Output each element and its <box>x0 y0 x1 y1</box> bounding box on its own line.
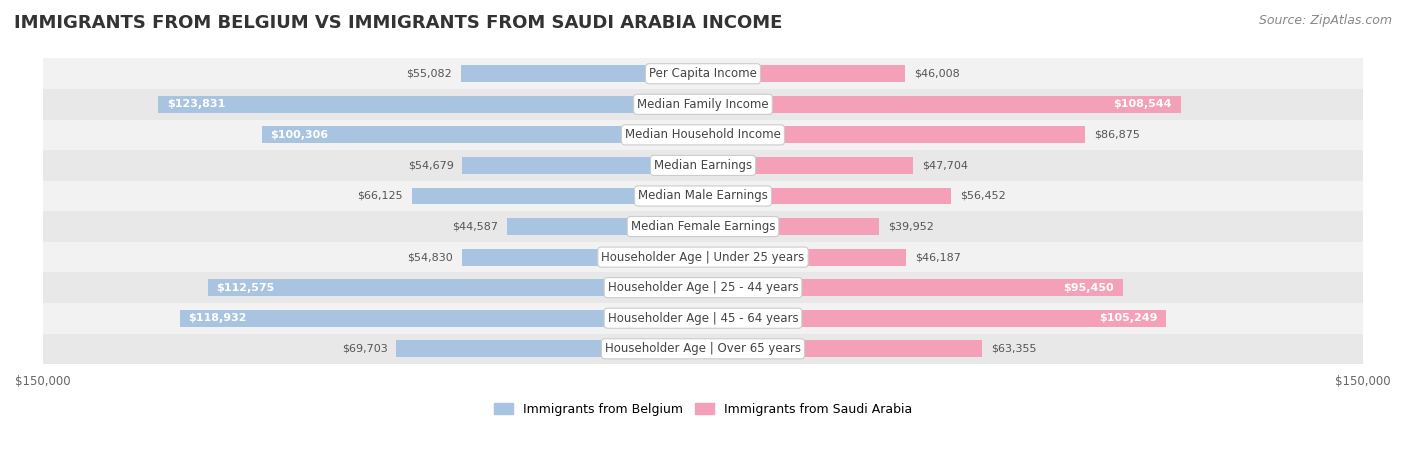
Text: $118,932: $118,932 <box>188 313 247 323</box>
Text: $56,452: $56,452 <box>960 191 1007 201</box>
Text: $105,249: $105,249 <box>1099 313 1157 323</box>
Bar <box>180 310 703 326</box>
Text: Householder Age | Under 25 years: Householder Age | Under 25 years <box>602 251 804 263</box>
Legend: Immigrants from Belgium, Immigrants from Saudi Arabia: Immigrants from Belgium, Immigrants from… <box>489 398 917 421</box>
Text: $69,703: $69,703 <box>342 344 388 354</box>
Text: Median Female Earnings: Median Female Earnings <box>631 220 775 233</box>
Bar <box>42 150 1364 181</box>
Text: Median Earnings: Median Earnings <box>654 159 752 172</box>
Text: $66,125: $66,125 <box>357 191 404 201</box>
Bar <box>703 340 981 357</box>
Bar <box>42 303 1364 333</box>
Bar <box>412 188 703 205</box>
Bar <box>703 96 1181 113</box>
Text: $112,575: $112,575 <box>217 283 274 293</box>
Bar <box>703 279 1123 296</box>
Bar <box>42 181 1364 211</box>
Text: $46,008: $46,008 <box>914 69 960 79</box>
Bar <box>262 127 703 143</box>
Text: Householder Age | 45 - 64 years: Householder Age | 45 - 64 years <box>607 312 799 325</box>
Bar <box>42 211 1364 242</box>
Text: $54,830: $54,830 <box>408 252 453 262</box>
Bar <box>461 249 703 266</box>
Text: $95,450: $95,450 <box>1064 283 1115 293</box>
Text: Per Capita Income: Per Capita Income <box>650 67 756 80</box>
Bar <box>506 218 703 235</box>
Bar <box>461 65 703 82</box>
Text: $47,704: $47,704 <box>922 161 967 170</box>
Bar <box>396 340 703 357</box>
Bar <box>463 157 703 174</box>
Bar <box>42 120 1364 150</box>
Text: Median Male Earnings: Median Male Earnings <box>638 190 768 203</box>
Bar <box>703 127 1085 143</box>
Text: $55,082: $55,082 <box>406 69 451 79</box>
Text: $54,679: $54,679 <box>408 161 454 170</box>
Bar <box>42 58 1364 89</box>
Bar <box>42 242 1364 272</box>
Bar <box>703 310 1166 326</box>
Bar <box>703 157 912 174</box>
Text: IMMIGRANTS FROM BELGIUM VS IMMIGRANTS FROM SAUDI ARABIA INCOME: IMMIGRANTS FROM BELGIUM VS IMMIGRANTS FR… <box>14 14 782 32</box>
Bar <box>42 272 1364 303</box>
Bar <box>703 188 952 205</box>
Text: Source: ZipAtlas.com: Source: ZipAtlas.com <box>1258 14 1392 27</box>
Text: $63,355: $63,355 <box>991 344 1036 354</box>
Text: $44,587: $44,587 <box>451 221 498 232</box>
Text: Householder Age | Over 65 years: Householder Age | Over 65 years <box>605 342 801 355</box>
Text: $108,544: $108,544 <box>1114 99 1173 109</box>
Bar <box>703 249 907 266</box>
Bar <box>703 218 879 235</box>
Bar <box>208 279 703 296</box>
Text: Householder Age | 25 - 44 years: Householder Age | 25 - 44 years <box>607 281 799 294</box>
Text: $123,831: $123,831 <box>167 99 225 109</box>
Bar <box>157 96 703 113</box>
Text: $100,306: $100,306 <box>270 130 329 140</box>
Text: Median Household Income: Median Household Income <box>626 128 780 142</box>
Text: Median Family Income: Median Family Income <box>637 98 769 111</box>
Bar <box>42 89 1364 120</box>
Text: $46,187: $46,187 <box>915 252 960 262</box>
Bar <box>42 333 1364 364</box>
Text: $86,875: $86,875 <box>1094 130 1140 140</box>
Bar <box>703 65 905 82</box>
Text: $39,952: $39,952 <box>887 221 934 232</box>
